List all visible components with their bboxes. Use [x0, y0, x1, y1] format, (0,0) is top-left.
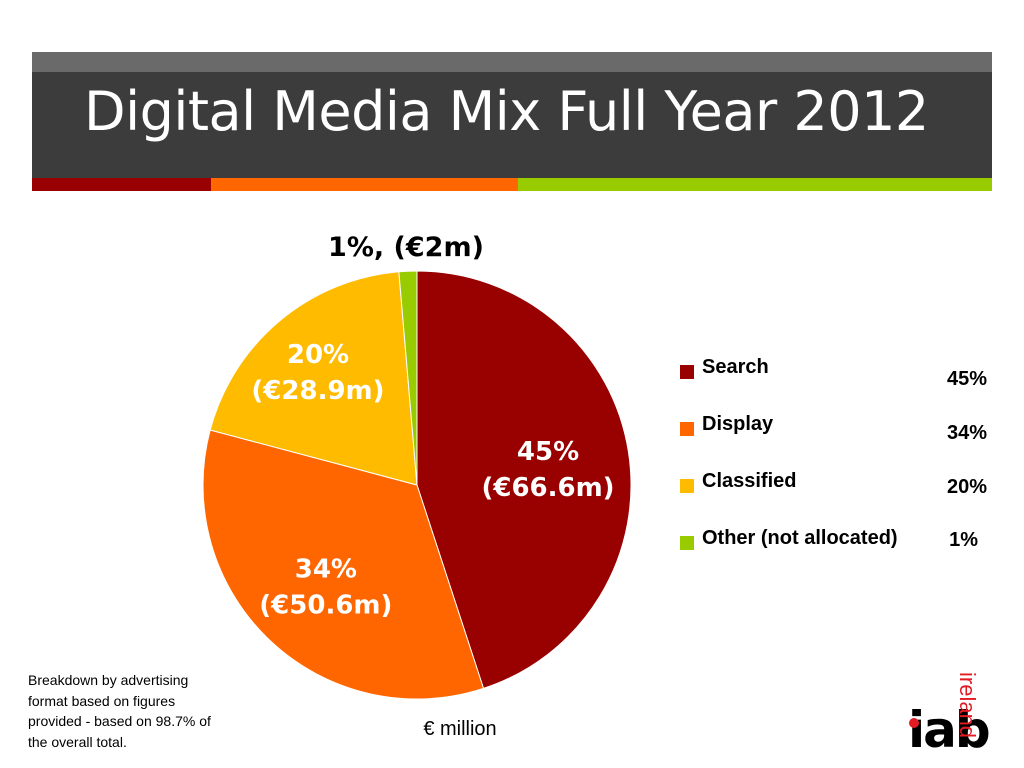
- slice-label-display-percent: 34%: [295, 554, 357, 584]
- logo-wordmark: iab: [908, 701, 991, 759]
- slice-label-search-percent: 45%: [517, 437, 579, 467]
- legend-label-classified: Classified: [702, 470, 797, 492]
- legend-swatch-classified: [680, 479, 694, 493]
- logo-dot-icon: [909, 718, 919, 728]
- legend-swatch-search: [680, 365, 694, 379]
- slide-title: Digital Media Mix Full Year 2012: [84, 80, 929, 143]
- title-bar: Digital Media Mix Full Year 2012: [32, 72, 992, 178]
- legend-label-search: Search: [702, 356, 769, 378]
- slice-label-classified-value: (€28.9m): [251, 376, 384, 406]
- unit-label: € million: [423, 718, 497, 740]
- legend-label-other: Other (not allocated): [702, 527, 898, 549]
- iab-ireland-logo: iab ireland: [900, 672, 1015, 765]
- stripe-orange: [211, 178, 518, 191]
- title-top-band: [32, 52, 992, 72]
- legend-pct-search: 45%: [946, 368, 987, 390]
- pie-slice-search: [416, 270, 632, 690]
- legend-pct-classified: 20%: [946, 476, 987, 498]
- slice-label-classified-percent: 20%: [287, 340, 349, 370]
- logo-suffix: ireland: [955, 672, 980, 739]
- slice-label-other: 1%, (€2m): [328, 232, 484, 263]
- legend-pct-other: 1%: [949, 529, 978, 551]
- slice-label-search-value: (€66.6m): [481, 473, 614, 503]
- legend-swatch-other: [680, 536, 694, 550]
- stripe-red: [32, 178, 211, 191]
- slice-label-display-value: (€50.6m): [259, 590, 392, 620]
- stripe-green: [518, 178, 992, 191]
- legend-label-display: Display: [702, 413, 774, 435]
- pie-slice-other: [398, 270, 418, 486]
- legend-pct-display: 34%: [946, 422, 987, 444]
- footnote: Breakdown by advertising format based on…: [28, 672, 211, 750]
- pie-slice-display: [202, 429, 485, 700]
- pie-slice-classified: [209, 271, 418, 486]
- legend-swatch-display: [680, 422, 694, 436]
